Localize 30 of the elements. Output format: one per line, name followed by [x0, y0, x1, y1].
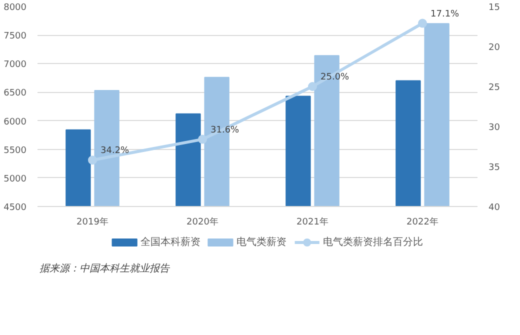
y-tick-label: 7000 — [4, 60, 27, 70]
y-tick-label: 6500 — [4, 88, 27, 99]
y2-tick-label: 15 — [488, 3, 500, 13]
x-tick-label: 2019年 — [76, 216, 108, 228]
x-tick-label: 2020年 — [186, 216, 218, 228]
point — [418, 18, 427, 28]
x-tick-label: 2021年 — [296, 216, 328, 228]
point — [88, 156, 97, 165]
y-tick-label: 6000 — [4, 117, 27, 128]
y-tick-label: 7500 — [4, 32, 27, 42]
legend-label: 电气类薪资 — [236, 236, 286, 248]
y2-tick-label: 35 — [488, 163, 500, 173]
data-label: 31.6% — [210, 125, 240, 136]
y2-tick-label: 20 — [488, 43, 500, 53]
point — [308, 82, 317, 91]
data-label: 34.2% — [100, 146, 130, 156]
legend-label: 全国本科薪资 — [140, 236, 200, 248]
legend-label: 电气类薪资排名百分比 — [322, 236, 423, 248]
data-label: 17.1% — [430, 9, 460, 20]
y-tick-label: 4500 — [4, 203, 27, 213]
data-label: 25.0% — [320, 72, 350, 82]
y2-tick-label: 30 — [488, 123, 500, 133]
y-tick-label: 5000 — [4, 174, 27, 184]
text: 据来源：中国本科生就业报告 — [40, 262, 170, 274]
y-tick-label: 5500 — [4, 146, 27, 156]
y-tick-label: 8000 — [4, 3, 27, 13]
x-tick-label: 2022年 — [406, 216, 438, 228]
y2-tick-label: 25 — [488, 83, 500, 93]
y2-tick-label: 40 — [488, 203, 500, 213]
point — [198, 134, 207, 144]
